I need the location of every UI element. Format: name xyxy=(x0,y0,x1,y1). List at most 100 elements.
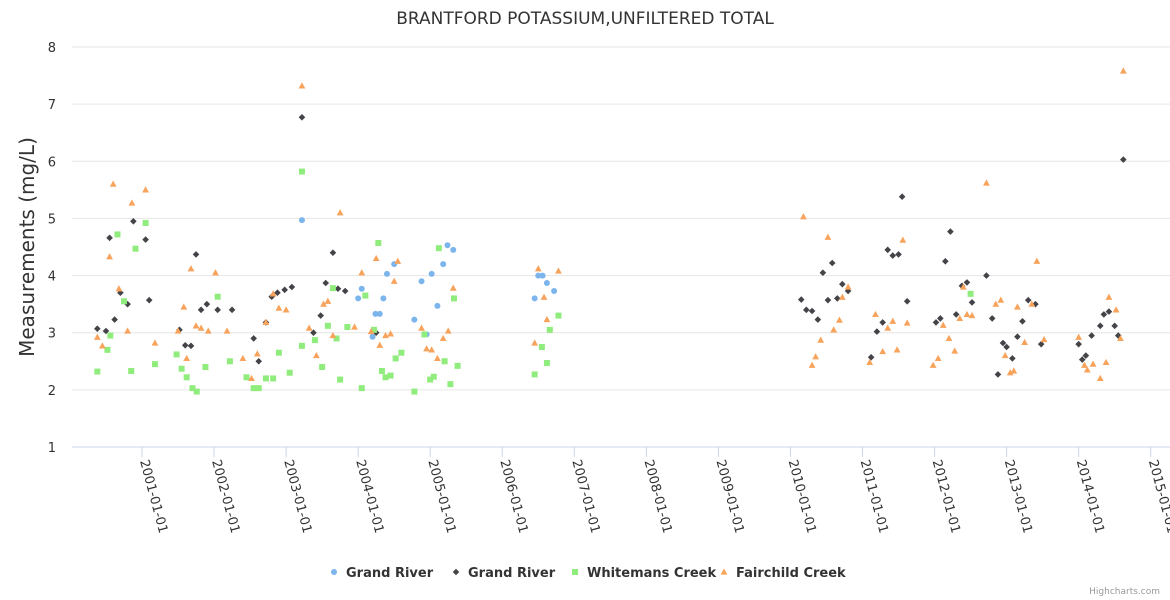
y-tick-label: 5 xyxy=(48,212,56,227)
data-point xyxy=(543,360,550,366)
legend-label[interactable]: Grand River xyxy=(468,566,556,581)
data-point xyxy=(282,306,290,313)
data-point xyxy=(114,231,121,238)
data-point xyxy=(1021,338,1029,346)
data-point xyxy=(214,306,221,314)
data-point xyxy=(262,375,269,382)
data-point xyxy=(1096,374,1104,382)
data-point xyxy=(967,290,974,297)
data-point xyxy=(337,376,344,383)
legend-item[interactable]: Whitemans Creek xyxy=(572,566,717,581)
data-point xyxy=(968,311,976,319)
data-point xyxy=(428,270,435,277)
data-point xyxy=(324,322,331,329)
data-point xyxy=(889,317,897,324)
data-point xyxy=(421,331,428,338)
data-point xyxy=(124,327,131,334)
data-point xyxy=(320,300,327,307)
data-point xyxy=(106,234,113,242)
data-point xyxy=(117,289,124,297)
data-point xyxy=(838,293,846,300)
data-point xyxy=(142,220,149,226)
data-point xyxy=(418,324,425,331)
data-point xyxy=(204,327,212,334)
data-point xyxy=(98,342,106,349)
data-point xyxy=(392,355,399,362)
data-point xyxy=(1111,322,1118,330)
data-point xyxy=(444,327,452,334)
data-point xyxy=(358,385,365,392)
data-point xyxy=(132,245,139,252)
legend-item[interactable]: Grand River xyxy=(452,566,556,581)
data-point xyxy=(808,307,816,315)
data-point xyxy=(1024,296,1032,304)
data-point xyxy=(418,278,425,285)
legend-item[interactable]: Grand River xyxy=(331,566,434,581)
data-point xyxy=(814,316,822,323)
data-point xyxy=(382,331,389,339)
data-point xyxy=(93,333,101,340)
data-point xyxy=(288,283,296,291)
data-point xyxy=(298,168,305,175)
data-point xyxy=(298,342,305,349)
data-point xyxy=(275,304,283,311)
data-point xyxy=(1014,333,1021,341)
data-point xyxy=(173,351,180,358)
y-tick-label: 3 xyxy=(48,327,56,342)
legend-label[interactable]: Grand River xyxy=(346,566,434,581)
legend-label[interactable]: Whitemans Creek xyxy=(587,566,717,581)
y-tick-label: 2 xyxy=(48,384,56,399)
data-point xyxy=(212,269,219,276)
data-point xyxy=(197,324,205,331)
data-point xyxy=(1019,317,1026,325)
data-point xyxy=(1028,300,1036,307)
data-point xyxy=(903,297,911,305)
data-point xyxy=(1010,367,1018,374)
data-point xyxy=(120,298,127,305)
data-point xyxy=(187,265,195,272)
y-tick-label: 7 xyxy=(48,98,56,113)
data-point xyxy=(828,259,836,267)
data-point xyxy=(376,310,383,317)
data-point xyxy=(952,311,960,318)
data-point xyxy=(390,277,398,284)
data-point xyxy=(250,385,257,392)
data-point xyxy=(189,385,196,392)
data-point xyxy=(1089,360,1097,367)
legend-item[interactable]: Fairchild Creek xyxy=(720,566,846,581)
data-point xyxy=(329,285,336,292)
data-point xyxy=(797,296,805,303)
data-point xyxy=(449,284,457,291)
data-point xyxy=(192,251,200,258)
data-point xyxy=(983,179,990,186)
data-point xyxy=(824,233,832,240)
series-0 xyxy=(298,217,558,340)
credits-link[interactable]: Highcharts.com xyxy=(1089,587,1160,597)
data-point xyxy=(812,353,820,360)
data-point xyxy=(898,193,906,201)
data-point xyxy=(312,351,320,359)
data-point xyxy=(879,319,886,326)
circle-icon xyxy=(331,569,337,575)
data-point xyxy=(187,342,195,350)
data-point xyxy=(115,285,123,292)
legend-label[interactable]: Fairchild Creek xyxy=(736,566,846,581)
data-point xyxy=(1102,358,1110,366)
data-point xyxy=(1117,334,1124,342)
data-point xyxy=(895,251,902,258)
data-point xyxy=(833,295,841,302)
data-point xyxy=(398,349,405,356)
data-point xyxy=(959,283,967,290)
data-point xyxy=(193,388,200,395)
data-point xyxy=(830,326,838,333)
data-point xyxy=(884,246,892,254)
data-point xyxy=(540,293,548,300)
data-point xyxy=(1088,332,1095,339)
data-point xyxy=(334,285,342,293)
y-tick-label: 1 xyxy=(48,441,56,456)
data-point xyxy=(322,279,330,287)
chart-title: BRANTFORD POTASSIUM,UNFILTERED TOTAL xyxy=(396,9,774,29)
data-point xyxy=(269,290,277,297)
y-axis-label: Measurements (mg/L) xyxy=(15,137,39,357)
